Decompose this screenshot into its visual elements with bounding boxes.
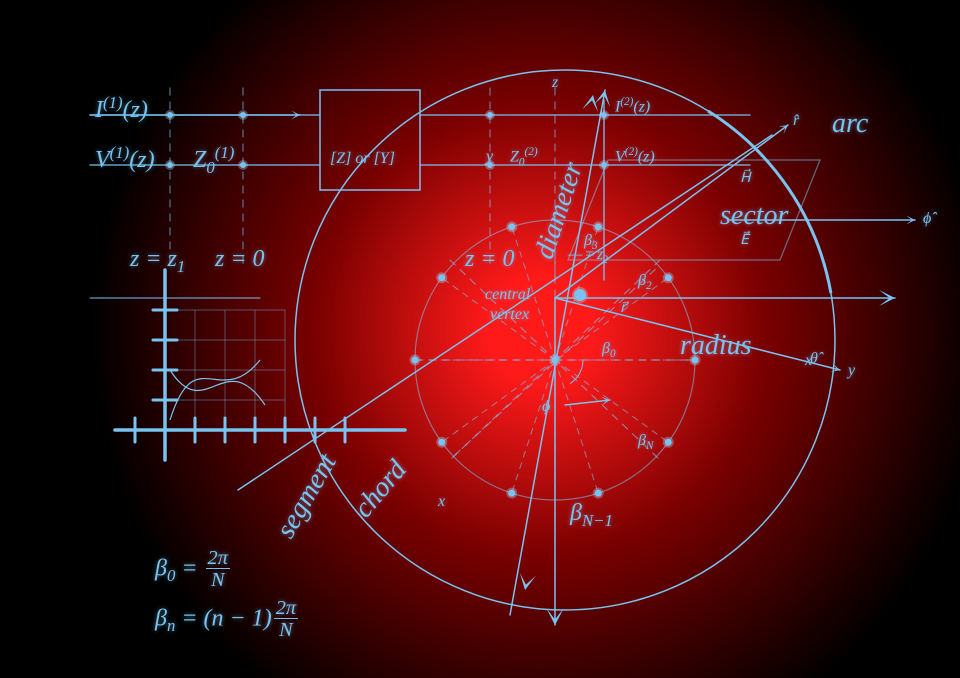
math-diagram: { "canvas": { "w": 960, "h": 678 }, "col… [0,0,960,678]
diagram-svg [0,0,960,678]
